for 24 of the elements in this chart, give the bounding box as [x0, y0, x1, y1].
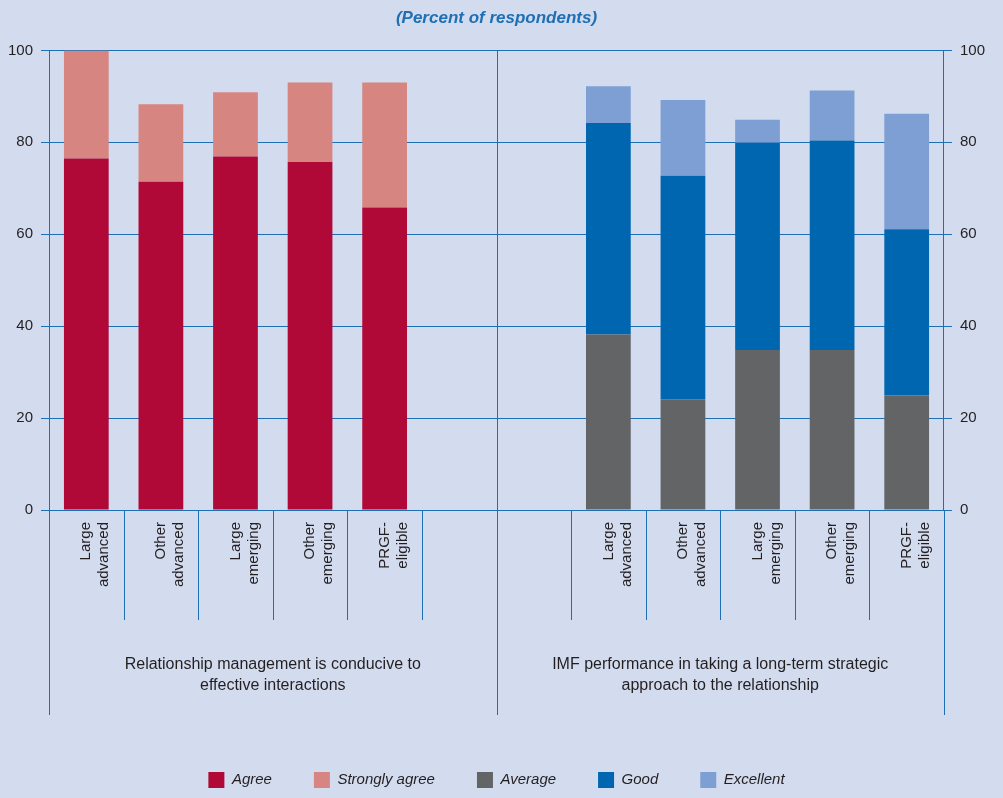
y2-tick-label: 40 [959, 316, 977, 334]
x-tick-label: PRGF-eligible [374, 522, 410, 569]
y2-tick-label: 60 [959, 224, 977, 242]
y-tick-label: 60 [16, 224, 34, 242]
y2-tick-label: 100 [959, 40, 985, 58]
y2-tick-label: 0 [959, 500, 969, 518]
legend-label: Strongly agree [337, 770, 435, 788]
legend-label: Excellent [723, 770, 786, 788]
x-tick-label: Large advanced [76, 522, 112, 588]
chart-title: (Percent of respondents) [395, 7, 598, 27]
x-tick-label: PRGF-eligible [896, 522, 932, 569]
legend-label: Average [499, 770, 557, 788]
y2-tick-label: 20 [959, 408, 977, 426]
y-tick-label: 40 [16, 316, 34, 334]
x-tick-label: Large advanced [598, 522, 634, 588]
y-tick-label: 20 [16, 408, 34, 426]
text: IMF performance in taking a long-term strategic approach to the relationship [552, 655, 889, 694]
y-tick-label: 100 [8, 40, 34, 58]
legend-label: Agree [230, 770, 272, 788]
y-tick-label: 0 [24, 500, 34, 518]
legend-label: Good [621, 770, 659, 788]
text: Relationship management is conducive to effective interactions [124, 655, 421, 694]
y-tick-label: 80 [16, 132, 34, 150]
y2-tick-label: 80 [959, 132, 977, 150]
